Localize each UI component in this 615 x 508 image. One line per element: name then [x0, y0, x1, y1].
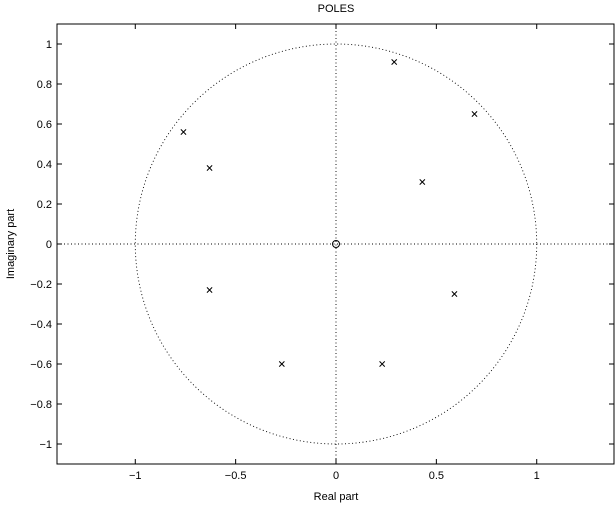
x-axis: −1 −0.5 0 0.5 1 — [129, 24, 540, 482]
pole-marker — [451, 291, 458, 297]
pole-marker — [206, 287, 213, 293]
y-tick-label: 1 — [46, 39, 52, 51]
y-tick-label: 0.6 — [37, 119, 52, 131]
y-tick-label: −0.6 — [30, 359, 52, 371]
y-tick-label: 0.4 — [37, 159, 52, 171]
y-tick-label: 0.8 — [37, 79, 52, 91]
unit-circle — [134, 43, 538, 445]
pole-marker — [471, 111, 478, 117]
y-tick-label: −0.4 — [30, 319, 52, 331]
y-tick-label: 0 — [46, 239, 52, 251]
pole-marker — [379, 361, 386, 367]
x-tick-label: 0 — [333, 470, 339, 482]
pole-marker — [180, 129, 187, 135]
x-tick-label: 1 — [534, 470, 540, 482]
y-tick-label: −0.2 — [30, 279, 52, 291]
x-tick-label: −1 — [129, 470, 142, 482]
y-axis: −1 −0.8 −0.6 −0.4 −0.2 0 0.2 0.4 0.6 0.8 1 — [30, 39, 614, 451]
y-axis-label: Imaginary part — [5, 209, 17, 279]
pole-marker — [206, 165, 213, 171]
pole-marker — [278, 361, 285, 367]
chart-title: POLES — [318, 3, 355, 15]
x-tick-label: 0.5 — [429, 470, 444, 482]
y-tick-label: 0.2 — [37, 199, 52, 211]
y-tick-label: −1 — [39, 439, 52, 451]
x-axis-label: Real part — [314, 491, 359, 503]
zero-marker — [332, 240, 340, 248]
y-tick-label: −0.8 — [30, 399, 52, 411]
pole-marker — [391, 59, 398, 65]
poles-series — [180, 59, 478, 367]
pole-marker — [419, 179, 426, 185]
plot-area — [56, 23, 615, 465]
x-tick-label: −0.5 — [225, 470, 247, 482]
